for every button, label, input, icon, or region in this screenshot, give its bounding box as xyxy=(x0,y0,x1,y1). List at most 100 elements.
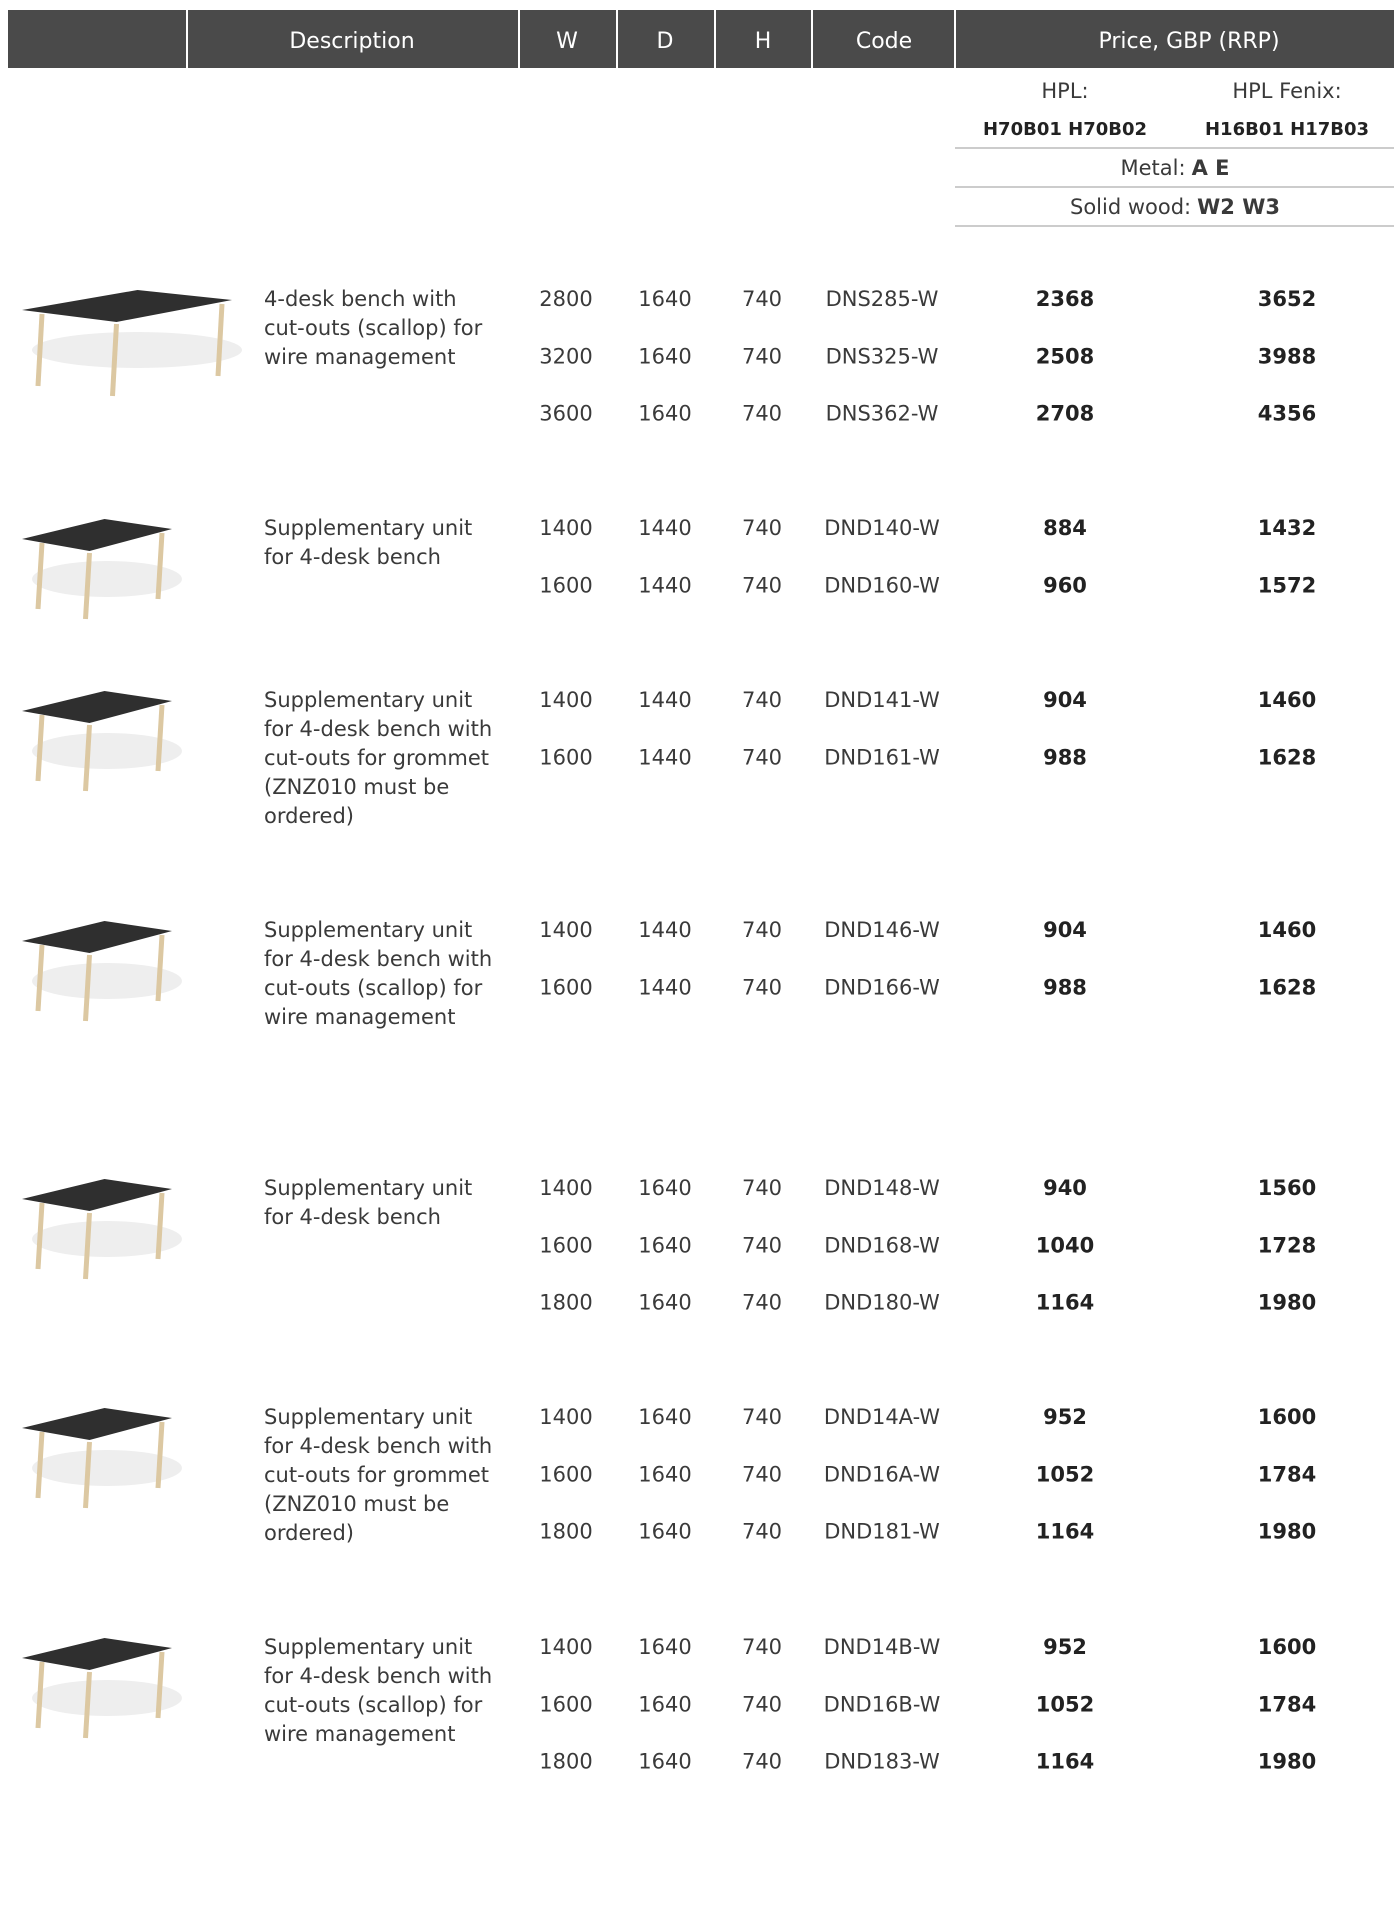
cell: 740 xyxy=(742,1405,782,1429)
column-header: Code xyxy=(856,29,912,54)
shadow xyxy=(32,1450,182,1486)
cell: 1600 xyxy=(539,1692,592,1716)
desk-top xyxy=(22,1408,172,1440)
shadow xyxy=(32,332,242,368)
price: 904 xyxy=(1043,688,1087,712)
cell: 1400 xyxy=(539,1176,592,1200)
desk-leg xyxy=(155,1421,165,1489)
price: 1560 xyxy=(1258,1176,1316,1200)
cell: 740 xyxy=(742,688,782,712)
price: 988 xyxy=(1043,745,1087,769)
description: Supplementary unit xyxy=(264,1635,472,1659)
cell: 1640 xyxy=(638,344,691,368)
cell: 740 xyxy=(742,975,782,999)
desk-leg xyxy=(155,1192,165,1260)
cell: 1400 xyxy=(539,918,592,942)
description: for 4-desk bench with xyxy=(264,717,492,741)
price: 3652 xyxy=(1258,287,1316,311)
price: 1164 xyxy=(1036,1520,1094,1544)
price: 3988 xyxy=(1258,344,1316,368)
desk-leg xyxy=(35,714,45,782)
cell: DND181-W xyxy=(824,1520,940,1544)
price: 1980 xyxy=(1258,1750,1316,1774)
price: 2508 xyxy=(1036,344,1094,368)
cell: 1400 xyxy=(539,516,592,540)
cell: DND168-W xyxy=(824,1233,940,1257)
cell: 1400 xyxy=(539,1635,592,1659)
desk-leg xyxy=(215,303,225,377)
cell: 740 xyxy=(742,402,782,426)
cell: 1640 xyxy=(638,1520,691,1544)
cell: 1800 xyxy=(539,1291,592,1315)
cell: 1600 xyxy=(539,975,592,999)
price-header-rules xyxy=(955,147,1394,227)
shadow xyxy=(32,561,182,597)
cell: 1800 xyxy=(539,1520,592,1544)
product-image xyxy=(22,1179,182,1280)
cell: 1400 xyxy=(539,1405,592,1429)
fenix-codes: H16B01 H17B03 xyxy=(1205,119,1369,140)
price: 1728 xyxy=(1258,1233,1316,1257)
desk-leg xyxy=(83,1671,92,1739)
desk-leg xyxy=(35,542,45,610)
price: 1784 xyxy=(1258,1462,1316,1486)
product-image xyxy=(22,1638,182,1739)
column-header: Description xyxy=(289,29,414,54)
cell: 740 xyxy=(742,516,782,540)
cell: 740 xyxy=(742,745,782,769)
price: 1460 xyxy=(1258,918,1316,942)
cell: DND16B-W xyxy=(824,1692,941,1716)
desk-leg xyxy=(83,552,92,620)
cell: 1600 xyxy=(539,573,592,597)
description: wire management xyxy=(264,345,455,369)
cell: DNS325-W xyxy=(826,344,939,368)
cell: 740 xyxy=(742,344,782,368)
price: 940 xyxy=(1043,1176,1087,1200)
hpl-label: HPL: xyxy=(1041,79,1088,103)
desk-leg xyxy=(83,1212,92,1280)
description: cut-outs (scallop) for xyxy=(264,976,483,1000)
description: for 4-desk bench xyxy=(264,545,441,569)
column-header: Price, GBP (RRP) xyxy=(1098,29,1279,54)
desk-leg xyxy=(35,1431,45,1499)
column-header: W xyxy=(556,29,578,54)
price: 1784 xyxy=(1258,1692,1316,1716)
description: for 4-desk bench with xyxy=(264,1664,492,1688)
cell: 1600 xyxy=(539,1462,592,1486)
cell: DND160-W xyxy=(824,573,940,597)
price: 960 xyxy=(1043,573,1087,597)
metal-label: Metal: xyxy=(1121,156,1186,180)
desk-leg xyxy=(155,704,165,772)
product-image xyxy=(22,1408,182,1509)
price: 1164 xyxy=(1036,1291,1094,1315)
shadow xyxy=(32,733,182,769)
cell: DND180-W xyxy=(824,1291,940,1315)
cell: 1640 xyxy=(638,1635,691,1659)
price: 952 xyxy=(1043,1635,1087,1659)
description: wire management xyxy=(264,1005,455,1029)
cell: 1440 xyxy=(638,918,691,942)
cell: 740 xyxy=(742,1291,782,1315)
cell: DND161-W xyxy=(824,745,940,769)
description: Supplementary unit xyxy=(264,918,472,942)
price: 2368 xyxy=(1036,287,1094,311)
cell: 740 xyxy=(742,1635,782,1659)
description: (ZNZ010 must be xyxy=(264,775,449,799)
description: cut-outs for grommet xyxy=(264,1463,489,1487)
metal-codes: A E xyxy=(1192,156,1230,180)
cell: DNS285-W xyxy=(826,287,939,311)
cell: 1640 xyxy=(638,1233,691,1257)
desk-leg xyxy=(155,1651,165,1719)
description: ordered) xyxy=(264,1521,354,1545)
cell: 1440 xyxy=(638,688,691,712)
fenix-label: HPL Fenix: xyxy=(1232,79,1341,103)
desk-top xyxy=(22,691,172,723)
cell: DND146-W xyxy=(824,918,940,942)
product-image xyxy=(22,290,242,397)
cell: 3600 xyxy=(539,402,592,426)
desk-leg xyxy=(110,323,119,397)
cell: 1640 xyxy=(638,287,691,311)
desk-top xyxy=(22,519,172,551)
